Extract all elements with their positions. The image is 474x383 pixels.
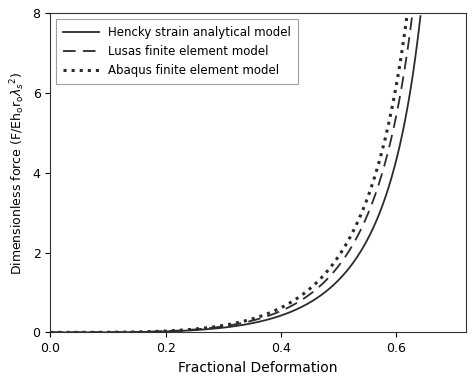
X-axis label: Fractional Deformation: Fractional Deformation (178, 361, 338, 375)
Abaqus finite element model (289, 300, 294, 304)
Lusas finite element model (120, 330, 126, 334)
Abaqus finite element model (389, 105, 395, 110)
Lusas finite element model (64, 330, 69, 335)
Hencky strain analytical model (381, 200, 387, 204)
Abaqus finite element model (60, 330, 66, 335)
Hencky strain analytical model (278, 313, 284, 318)
Line: Hencky strain analytical model: Hencky strain analytical model (50, 16, 420, 332)
Hencky strain analytical model (167, 329, 173, 334)
Lusas finite element model (47, 330, 53, 335)
Abaqus finite element model (340, 247, 346, 252)
Hencky strain analytical model (303, 302, 309, 307)
Hencky strain analytical model (185, 328, 191, 333)
Abaqus finite element model (404, 13, 410, 18)
Lusas finite element model (192, 327, 198, 332)
Line: Lusas finite element model: Lusas finite element model (50, 15, 412, 332)
Y-axis label: Dimensionless force (F/Eh$_\mathregular{o}$r$_\mathregular{o}$$\lambda_s$$^2$): Dimensionless force (F/Eh$_\mathregular{… (9, 71, 27, 275)
Lusas finite element model (105, 330, 110, 335)
Hencky strain analytical model (47, 330, 53, 335)
Line: Abaqus finite element model: Abaqus finite element model (50, 15, 407, 332)
Legend: Hencky strain analytical model, Lusas finite element model, Abaqus finite elemen: Hencky strain analytical model, Lusas fi… (56, 19, 298, 84)
Lusas finite element model (151, 329, 157, 334)
Lusas finite element model (410, 13, 415, 18)
Hencky strain analytical model (418, 14, 423, 18)
Abaqus finite element model (117, 330, 122, 334)
Hencky strain analytical model (117, 330, 123, 334)
Abaqus finite element model (314, 280, 319, 285)
Lusas finite element model (201, 326, 207, 331)
Abaqus finite element model (47, 330, 53, 335)
